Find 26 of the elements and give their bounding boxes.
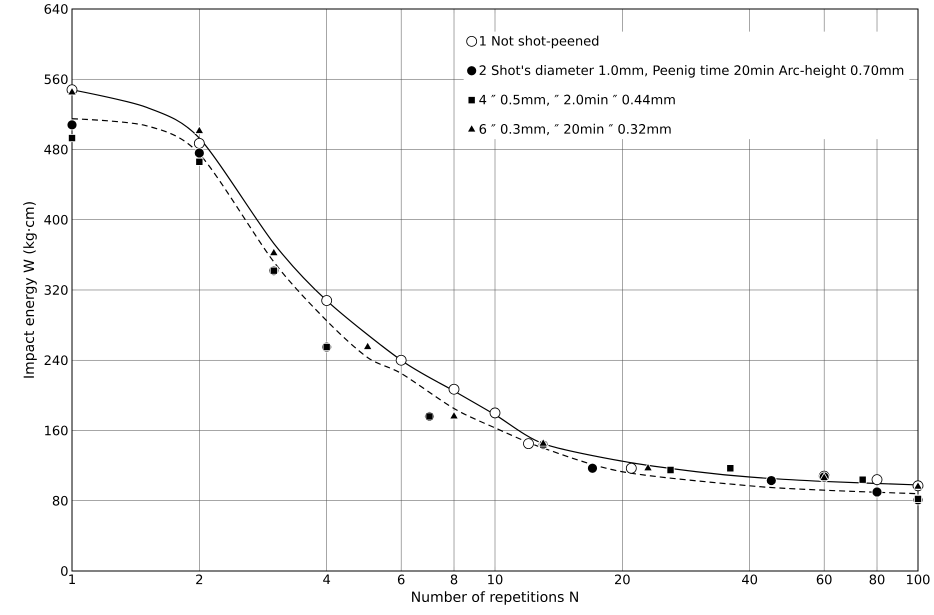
x-tick-label: 1 xyxy=(69,574,75,584)
x-tick-label: 8 xyxy=(450,574,458,584)
x-axis-title: Number of repetitions N xyxy=(412,591,578,605)
y-tick-label: 160 xyxy=(45,426,68,436)
x-tick-label: 80 xyxy=(870,574,884,584)
y-tick-label: 80 xyxy=(52,496,68,506)
x-tick-label: 10 xyxy=(488,574,502,584)
y-tick-label: 640 xyxy=(44,4,68,14)
y-tick-label: 320 xyxy=(44,285,68,295)
x-tick-label: 6 xyxy=(398,574,404,584)
x-tick-label: 40 xyxy=(742,574,758,584)
x-tick-label: 4 xyxy=(323,574,330,584)
y-tick-label: 0 xyxy=(61,566,68,576)
y-tick-label: 400 xyxy=(44,214,68,225)
x-tick-label: 100 xyxy=(907,574,930,584)
x-tick-label: 20 xyxy=(615,574,630,584)
y-tick-label: 560 xyxy=(44,74,68,84)
legend-label: 2 Shot's diameter 1.0mm, Peenig time 20min Arc-height 0.70mm xyxy=(480,65,904,78)
legend-label: 4 ″ 0.5mm, ″ 2.0min ″ 0.44mm xyxy=(479,94,675,106)
y-axis-title: Impact energy W (kg·cm) xyxy=(23,202,37,378)
x-tick-label: 60 xyxy=(816,574,832,584)
y-tick-label: 480 xyxy=(44,144,68,154)
legend-label: 1 Not shot-peened xyxy=(480,36,598,48)
y-tick-label: 240 xyxy=(44,355,68,366)
legend-label: 6 ″ 0.3mm, ″ 20min ″ 0.32mm xyxy=(480,124,671,136)
x-tick-label: 2 xyxy=(196,574,202,584)
